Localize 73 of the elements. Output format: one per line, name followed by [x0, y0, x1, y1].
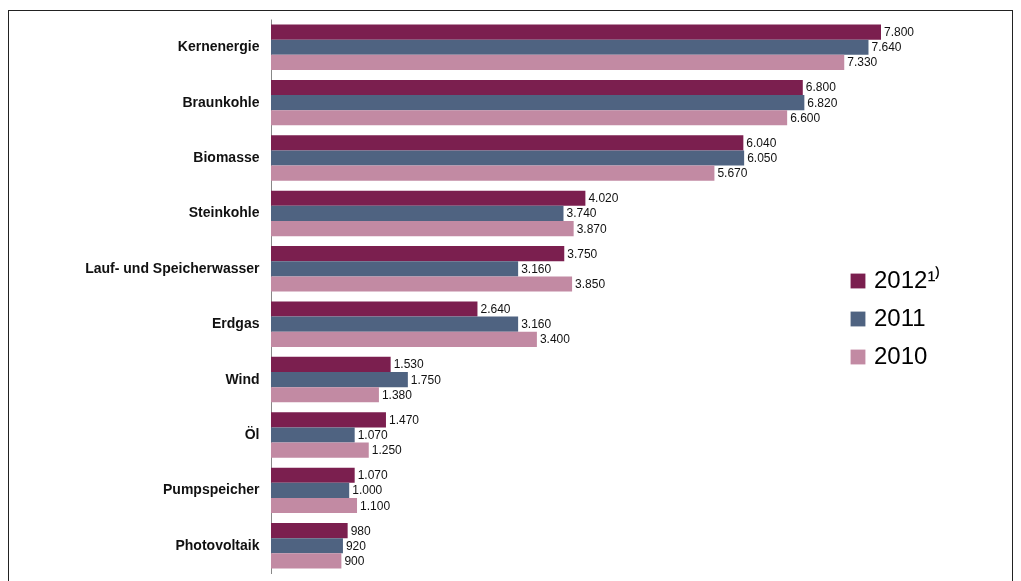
- bar: [271, 220, 574, 237]
- data-label: 1.070: [357, 468, 389, 483]
- data-label: 3.870: [576, 221, 608, 236]
- data-label: 980: [350, 523, 371, 538]
- bar: [271, 54, 845, 70]
- data-label: 6.800: [805, 80, 837, 95]
- data-label: 920: [345, 538, 367, 553]
- bar: [271, 442, 369, 458]
- bar: [271, 190, 586, 206]
- bar: [271, 553, 342, 569]
- bar: [271, 372, 408, 388]
- bar: [271, 79, 803, 96]
- bar: [271, 301, 478, 317]
- bar: [271, 538, 343, 554]
- bar: [271, 95, 805, 111]
- data-label: 1.000: [352, 483, 383, 498]
- bar: [271, 482, 350, 498]
- y-tick-label: Photovoltaik: [175, 536, 260, 553]
- data-label: 6.040: [746, 135, 777, 150]
- bar: [271, 205, 564, 221]
- data-label: 6.600: [790, 110, 821, 125]
- y-tick-label: Öl: [244, 425, 260, 442]
- bar: [271, 246, 565, 262]
- y-tick-label: Kernenergie: [177, 38, 260, 55]
- bar: [271, 497, 358, 514]
- bar: [271, 467, 355, 483]
- bar: [271, 39, 869, 55]
- y-tick-label: Erdgas: [212, 315, 260, 332]
- bar: [271, 261, 519, 277]
- bar: [271, 523, 348, 539]
- data-label: 7.800: [884, 25, 915, 40]
- y-tick-label: Braunkohle: [182, 93, 260, 110]
- data-label: 7.640: [871, 40, 902, 55]
- data-label: 1.530: [393, 357, 425, 372]
- data-label: 3.850: [575, 276, 606, 291]
- bar: [271, 165, 715, 181]
- y-tick-label: Pumpspeicher: [163, 481, 261, 498]
- data-label: 3.160: [521, 261, 552, 276]
- bar: [271, 412, 386, 428]
- data-label: 3.160: [521, 317, 552, 332]
- data-label: 2.640: [480, 302, 511, 317]
- data-label: 1.250: [371, 443, 403, 458]
- y-tick-label: Lauf- und Speicherwasser: [85, 259, 261, 276]
- bar: [271, 331, 537, 347]
- bar: [271, 150, 745, 166]
- data-label: 3.740: [566, 206, 597, 221]
- bar: [271, 387, 379, 403]
- data-label: 5.670: [717, 166, 748, 181]
- y-tick-label: Wind: [225, 370, 260, 387]
- data-label: 1.750: [410, 372, 442, 387]
- bar: [271, 356, 391, 373]
- data-label: 4.020: [588, 191, 619, 206]
- legend-label: 2012¹⁾: [874, 266, 941, 293]
- bar: [271, 316, 519, 332]
- data-label: 1.100: [360, 498, 391, 513]
- bar: [271, 427, 355, 443]
- data-label: 3.750: [567, 246, 598, 261]
- data-label: 900: [344, 553, 365, 568]
- bar: [271, 135, 744, 151]
- y-tick-label: Steinkohle: [188, 204, 260, 221]
- data-label: 6.050: [747, 151, 778, 166]
- legend-label: 2010: [874, 342, 928, 369]
- data-label: 6.820: [807, 95, 838, 110]
- legend-label: 2011: [874, 304, 926, 331]
- bar: [271, 110, 788, 126]
- bar: [271, 24, 881, 40]
- bar: [271, 276, 573, 292]
- data-label: 1.470: [388, 412, 420, 427]
- data-label: 3.400: [539, 332, 571, 347]
- y-tick-label: Biomasse: [193, 149, 260, 166]
- data-label: 1.070: [357, 427, 389, 442]
- data-label: 7.330: [847, 55, 878, 70]
- data-label: 1.380: [381, 387, 413, 402]
